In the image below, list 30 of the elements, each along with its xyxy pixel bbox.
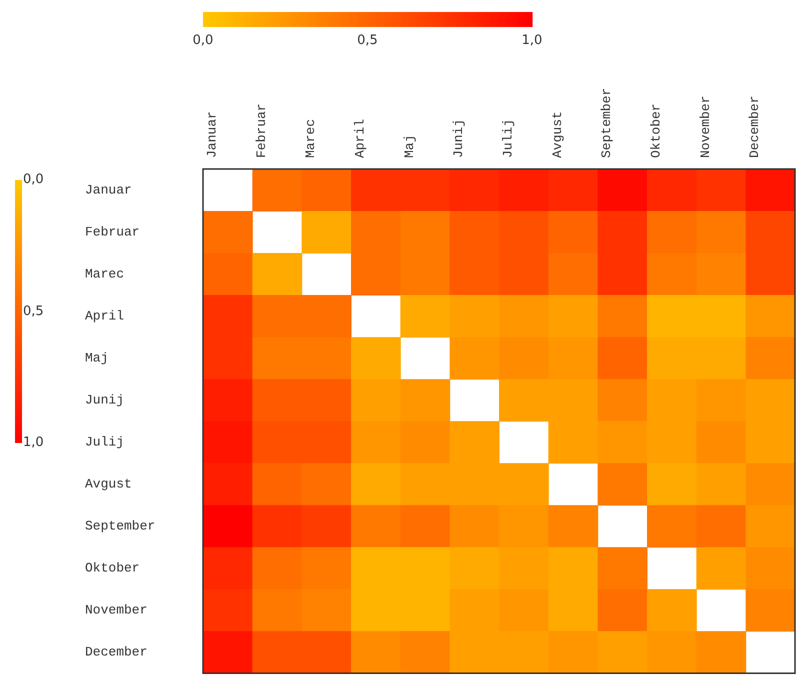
y-tick-label: September xyxy=(85,518,156,534)
y-tick-label: Marec xyxy=(85,266,124,282)
y-tick-label: Julij xyxy=(85,434,124,450)
y-tick-label: Oktober xyxy=(85,560,140,576)
x-tick-label: September xyxy=(599,88,614,158)
x-tick-label: Marec xyxy=(303,118,318,158)
x-tick-label: Oktober xyxy=(648,103,664,158)
y-tick-label: Avgust xyxy=(85,476,132,492)
y-tick-label: November xyxy=(85,602,148,618)
x-tick-label: Maj xyxy=(402,134,417,158)
x-tick-label: Januar xyxy=(204,111,220,158)
x-tick-label: Julij xyxy=(500,118,516,158)
x-tick-label: Avgust xyxy=(550,111,565,158)
y-tick-label: Junij xyxy=(85,392,124,408)
y-tick-label: Maj xyxy=(85,350,108,366)
y-tick-label: April xyxy=(85,308,124,324)
y-tick-label: Februar xyxy=(85,224,140,240)
x-tick-label: Februar xyxy=(254,103,269,158)
y-tick-label: Januar xyxy=(85,182,132,198)
x-tick-label: April xyxy=(352,118,368,158)
text: 0,5 xyxy=(23,304,44,318)
x-tick-label: Junij xyxy=(451,118,466,158)
text: 0,0 xyxy=(23,172,44,187)
x-tick-label: November xyxy=(698,96,713,158)
color-bar-label: 0,0 xyxy=(192,32,214,48)
x-tick-label: December xyxy=(747,96,762,158)
text: 1,0 xyxy=(23,435,44,450)
y-tick-label: December xyxy=(85,644,148,660)
color-bar-label: 0,5 xyxy=(357,32,378,48)
color-bar-label: 1,0 xyxy=(522,32,542,48)
